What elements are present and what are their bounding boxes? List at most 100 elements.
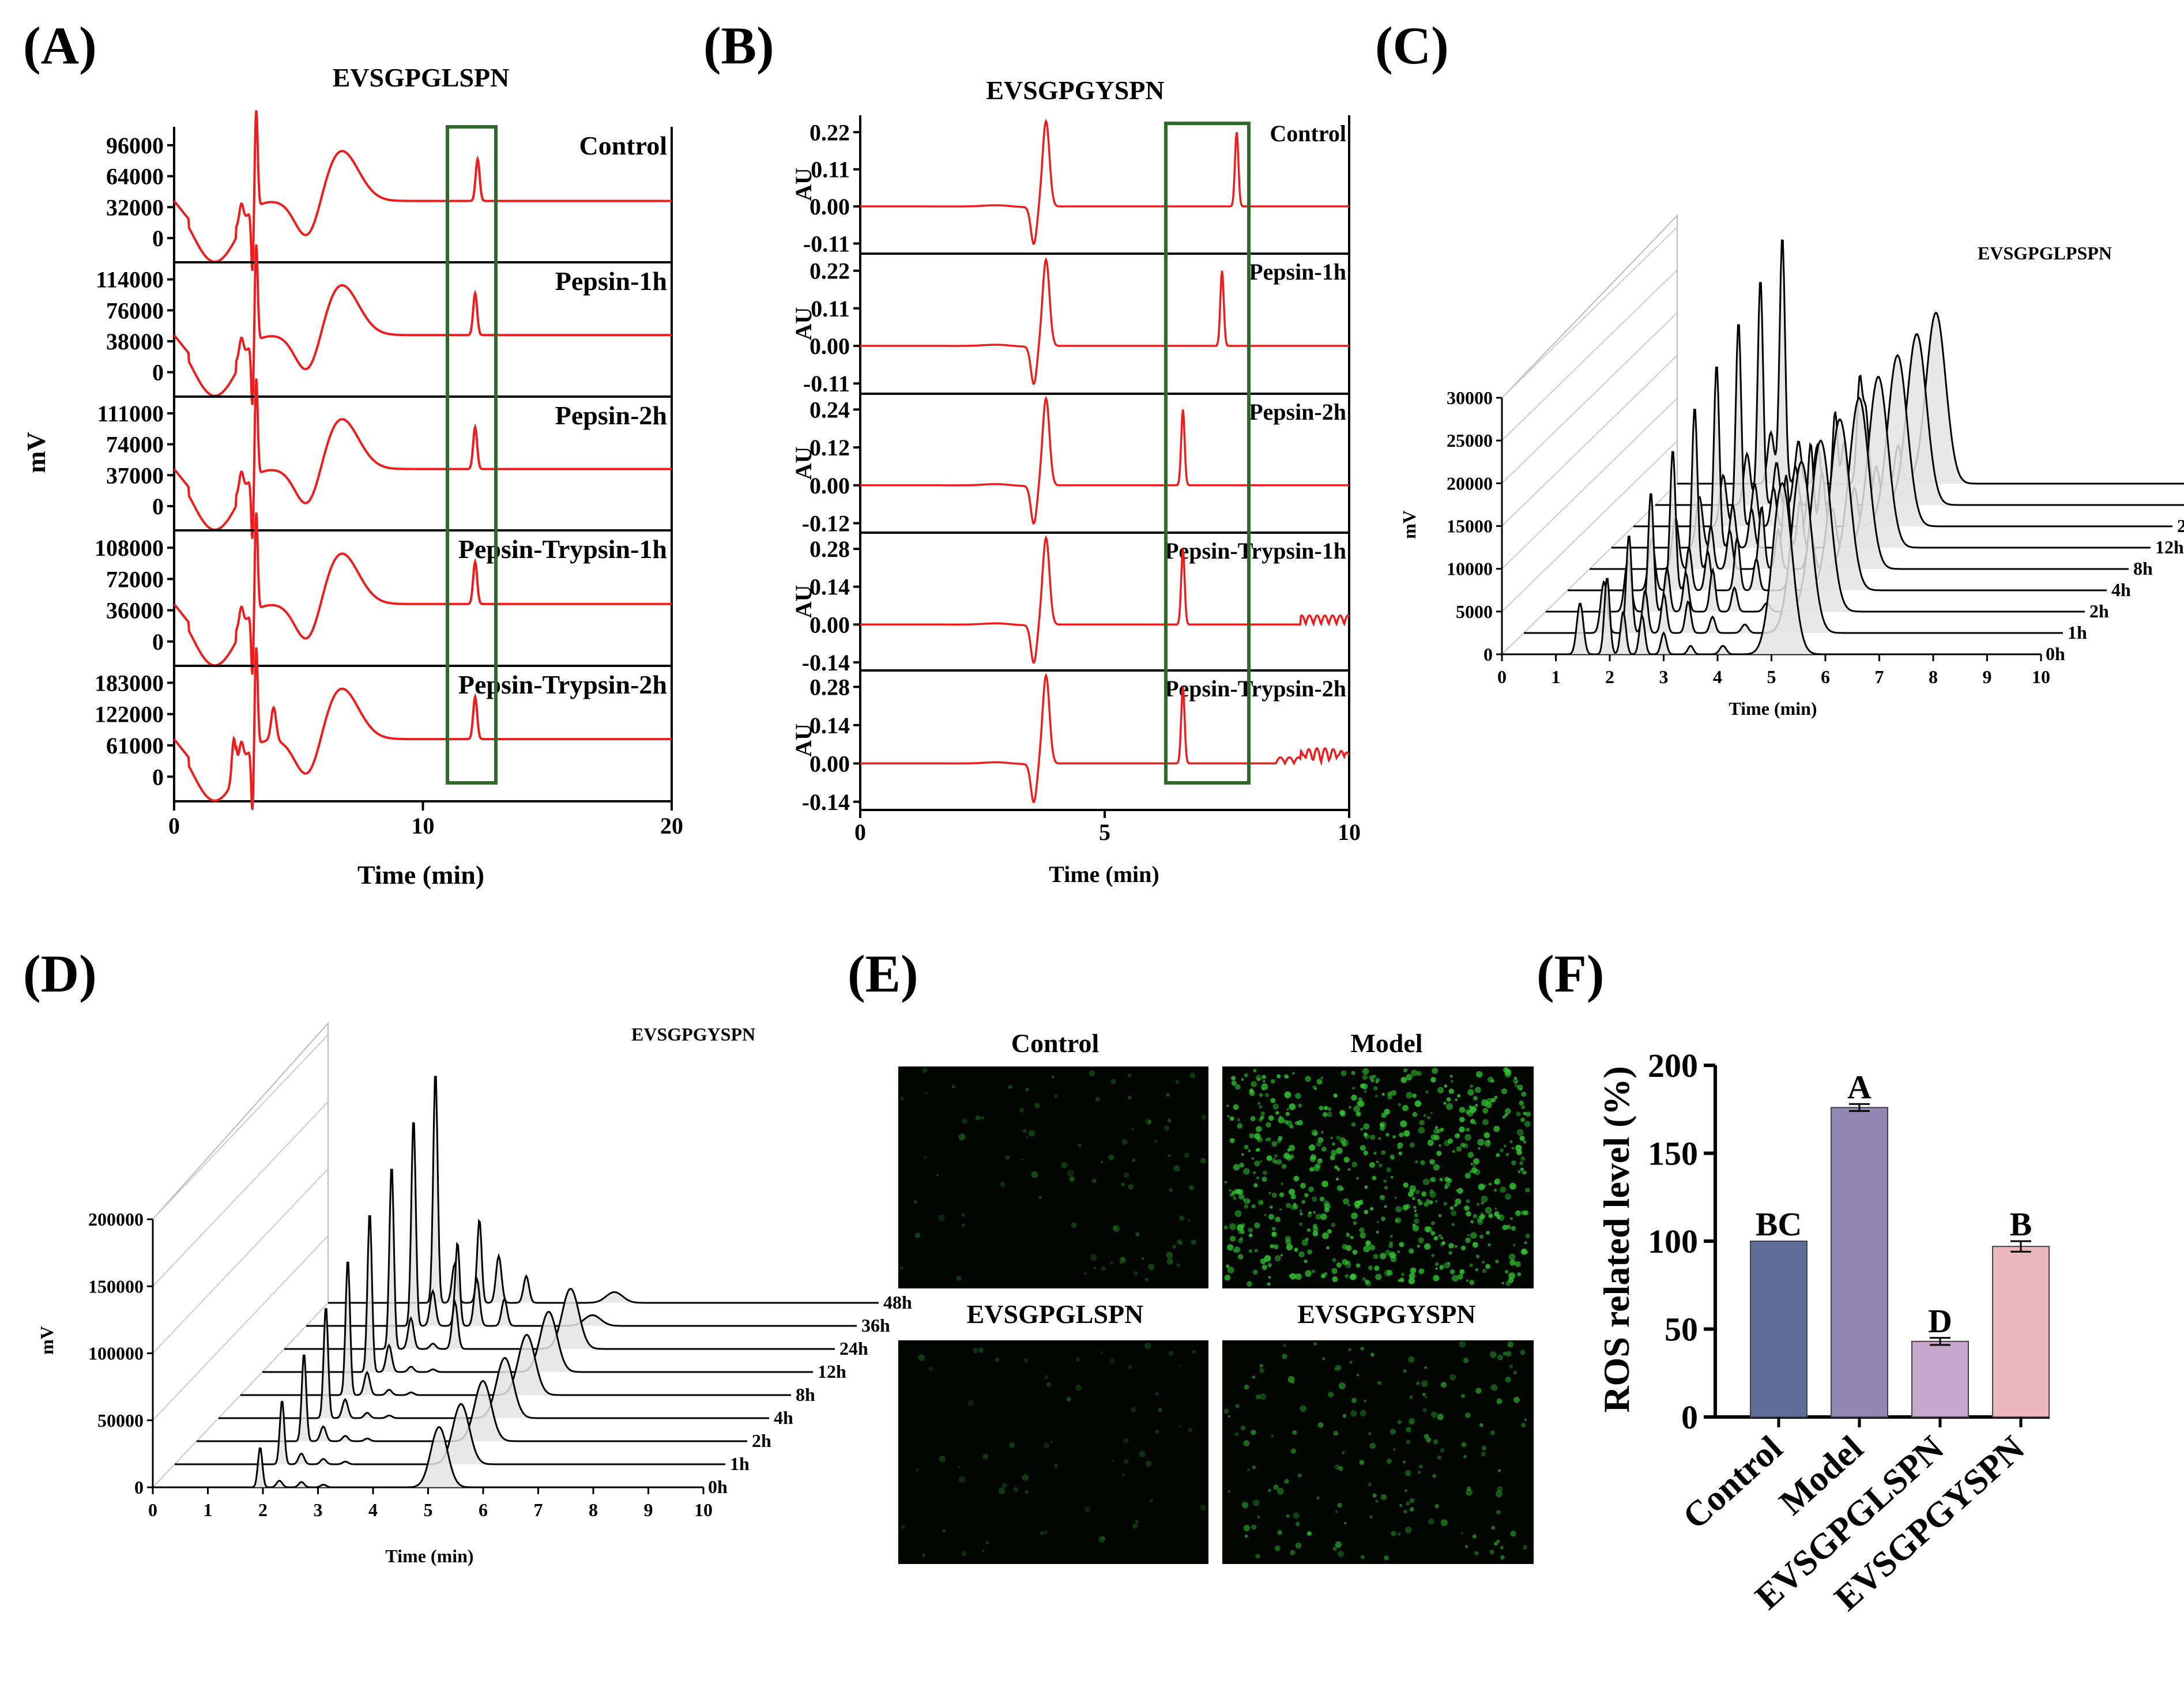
fluor-dot [1230, 1235, 1236, 1242]
fluor-dot [1309, 1167, 1315, 1172]
fluor-dot [1395, 1206, 1402, 1213]
fluor-dot [1108, 1154, 1114, 1160]
fluor-dot [1235, 1084, 1241, 1090]
fluor-dot [1430, 1177, 1436, 1182]
fluor-dot [1460, 1245, 1466, 1251]
panel-d-xtick-label: 5 [424, 1499, 433, 1520]
fluor-dot [1362, 1277, 1366, 1282]
fluor-dot [1412, 1223, 1416, 1227]
fluor-dot [1373, 1253, 1379, 1260]
fluor-dot [1356, 1177, 1359, 1179]
fluor-dot [1525, 1188, 1530, 1193]
fluor-dot [1335, 1365, 1342, 1371]
fluor-dot [1238, 1230, 1242, 1234]
fluor-dot [1139, 1450, 1146, 1457]
panel-d-ytick-label: 50000 [97, 1410, 144, 1431]
fluor-dot [1356, 1111, 1361, 1116]
fluor-dot [1512, 1078, 1519, 1084]
fluor-dot [1224, 1181, 1227, 1184]
fluor-dot [1051, 1075, 1055, 1079]
fluor-dot [1241, 1078, 1244, 1081]
fluor-dot [1333, 1431, 1338, 1436]
fluor-dot [1467, 1152, 1474, 1158]
fluor-dot [1488, 1213, 1493, 1218]
fluor-dot [1166, 1258, 1173, 1265]
fluor-dot [1497, 1469, 1501, 1472]
fluor-dot [1149, 1498, 1154, 1503]
fluor-dot [1446, 1097, 1451, 1102]
fluor-dot [1265, 1138, 1268, 1141]
fluor-dot [1403, 1182, 1409, 1188]
fluor-dot [1316, 1079, 1323, 1085]
fluor-dot [1179, 1215, 1185, 1221]
fluor-label-model: Model [1350, 1028, 1422, 1058]
fluor-dot [1395, 1219, 1398, 1222]
fluor-dot [1435, 1267, 1438, 1270]
panel-c-xlabel: Time (min) [1729, 698, 1817, 719]
panel-d-xtick-label: 7 [534, 1499, 543, 1520]
panel-e: Control Model EVSGPGLSPN EVSGPGYSPN [898, 1028, 1534, 1564]
panel-a-xtick-label: 20 [660, 813, 683, 839]
fluor-dot [1282, 1354, 1287, 1359]
fluor-dot [1255, 1554, 1260, 1559]
fluor-dot [1437, 1455, 1441, 1460]
fluor-dot [1338, 1465, 1343, 1471]
fluor-dot [1223, 1225, 1228, 1230]
panel-d-xtick-label: 3 [314, 1499, 323, 1520]
fluor-dot [1463, 1455, 1467, 1458]
fluor-dot [1375, 1080, 1378, 1084]
fluor-dot [1268, 1115, 1274, 1121]
fluor-dot [1457, 1188, 1463, 1194]
fluor-dot [1485, 1264, 1490, 1269]
fluor-dot [1350, 1235, 1354, 1239]
fluor-dot [1517, 1084, 1523, 1091]
fluor-dot [1415, 1160, 1418, 1164]
panel-b-ytick-label: 0.11 [811, 296, 850, 322]
panel-c: EVSGPGLPSPN 3000025000200001500010000500… [1399, 214, 2184, 719]
fluor-dot [1488, 1182, 1492, 1186]
fluor-dot [1477, 1139, 1485, 1146]
fluor-dot [1121, 1139, 1128, 1145]
panel-b-ytick-label: 0.14 [809, 574, 850, 600]
fluor-dot [1235, 1189, 1241, 1194]
fluor-dot [1430, 1077, 1436, 1083]
fluor-dot [1333, 1093, 1338, 1098]
fluor-dot [1322, 1232, 1329, 1239]
fluor-dot [1227, 1266, 1234, 1273]
fluor-dot [1334, 1165, 1338, 1169]
fluor-dot [1098, 1536, 1105, 1543]
fluor-dot [1359, 1227, 1365, 1233]
fluor-dot [1400, 1077, 1407, 1083]
fluor-dot [1412, 1225, 1419, 1232]
fluor-dot [1321, 1273, 1326, 1279]
fluor-dot [914, 1233, 921, 1238]
fluor-dot [1320, 1076, 1323, 1080]
fluor-dot [1263, 1080, 1266, 1083]
fluor-dot [1255, 1394, 1261, 1400]
fluor-dot [1459, 1117, 1465, 1122]
fluor-dot [1400, 1120, 1407, 1128]
fluor-dot [1386, 1458, 1392, 1464]
fluor-dot [1050, 1441, 1053, 1444]
fluor-dot [1372, 1493, 1377, 1498]
fluor-dot [1473, 1213, 1478, 1219]
panel-b-stack: 0 5 10 0.22 0.11 0.00 -0.11 AU Control 0.22 0.11 0.… [790, 115, 1361, 845]
panel-d: EVSGPGYSPN 200000 150000 100000 50000 00 1 2 3 4… [36, 1022, 912, 1566]
fluor-dot [1525, 1233, 1530, 1239]
fluor-dot [1268, 1276, 1271, 1279]
fluor-dot [1267, 1262, 1272, 1267]
fluor-dot [1397, 1420, 1402, 1424]
fluor-dot [1229, 1223, 1236, 1230]
panel-b-xlabel: Time (min) [1049, 861, 1159, 887]
fluor-dot [1229, 1189, 1232, 1192]
panel-c-xtick-label: 3 [1659, 666, 1669, 687]
fluor-dot [1301, 1239, 1308, 1246]
panel-a-xlabel: Time (min) [357, 860, 484, 890]
fluor-dot [1121, 1257, 1124, 1260]
fluor-dot [1084, 1506, 1091, 1513]
fluor-dot [1501, 1088, 1507, 1095]
panel-f-bar [1831, 1107, 1888, 1418]
fluor-dot [1300, 1182, 1306, 1189]
panel-d-wall-grid [152, 1101, 329, 1287]
panel-d-ytick-label: 200000 [88, 1209, 144, 1230]
